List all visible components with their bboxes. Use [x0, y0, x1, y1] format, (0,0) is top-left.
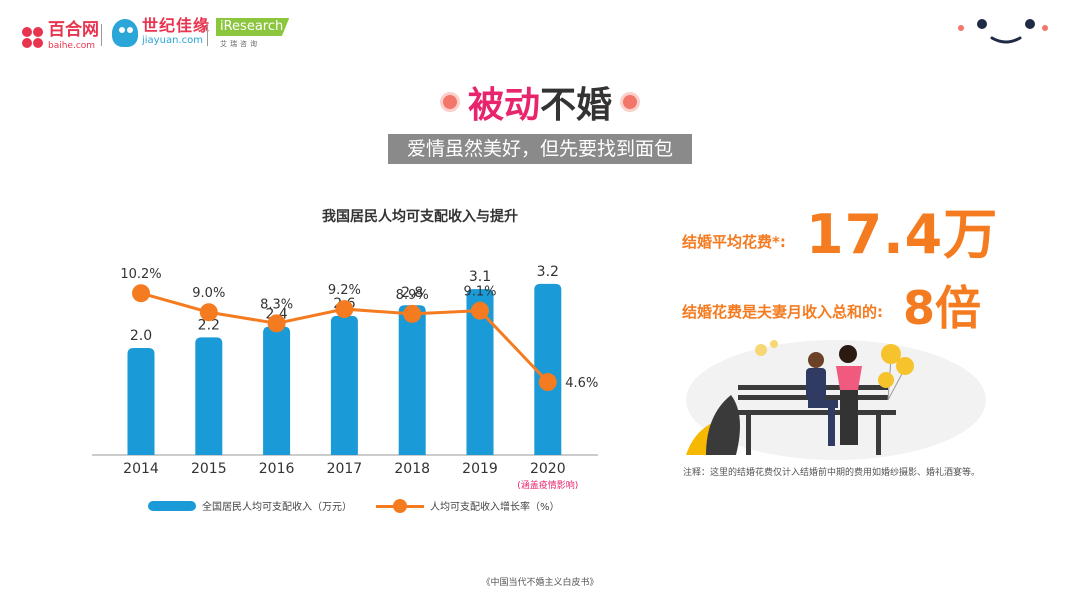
wedding-cost-label: 结婚平均花费*: — [682, 233, 786, 251]
iresearch-name: iResearch — [216, 18, 290, 36]
x-tick-label: 2017 — [327, 461, 363, 477]
page-title: 被动 不婚 — [0, 76, 1080, 128]
iresearch-logo: iResearch 艾瑞咨询 — [216, 15, 290, 49]
growth-point — [471, 301, 489, 320]
chart-legend: 全国居民人均可支配收入（万元） 人均可支配收入增长率（%） — [148, 498, 560, 513]
growth-point — [335, 300, 354, 319]
iresearch-sub: 艾瑞咨询 — [220, 40, 260, 48]
title-dot-left — [439, 92, 460, 112]
bar — [330, 315, 358, 455]
x-tick-label: 2019 — [462, 461, 498, 477]
source-footer: 《中国当代不婚主义白皮书》 — [481, 578, 599, 588]
x-tick-label: 2016 — [259, 461, 295, 477]
baihe-logo: 百合网 baihe.com — [22, 22, 99, 54]
bar-value-label: 2.0 — [130, 328, 152, 344]
jiayuan-logo: 世纪佳缘 jiayuan.com — [112, 18, 210, 48]
growth-value-label: 10.2% — [120, 267, 161, 282]
wedding-cost-value: 17.4万 — [806, 203, 999, 266]
bar — [398, 305, 426, 455]
growth-point — [199, 303, 218, 322]
growth-point — [267, 314, 286, 333]
growth-point — [132, 284, 150, 303]
bar — [263, 326, 291, 455]
x-tick-label: 2014 — [123, 461, 159, 477]
growth-value-label: 9.0% — [192, 286, 225, 301]
x-tick-label: 2015 — [191, 461, 227, 477]
bar — [466, 289, 494, 455]
bar-value-label: 3.2 — [537, 264, 559, 280]
bar — [534, 283, 562, 455]
growth-value-label: 8.3% — [260, 297, 293, 312]
growth-point — [403, 304, 422, 323]
couple-bench-illustration — [686, 340, 986, 460]
chart-title: 我国居民人均可支配收入与提升 — [322, 209, 518, 225]
title-part-a: 被动 — [467, 85, 540, 126]
smiley-face-icon — [958, 19, 1048, 44]
growth-value-label: 9.1% — [463, 285, 496, 300]
page-subtitle: 爱情虽然美好，但先要找到面包 — [388, 134, 692, 164]
x-tick-note: (涵盖疫情影响) — [517, 479, 578, 491]
bar-value-label: 2.2 — [198, 317, 220, 333]
growth-value-label: 9.2% — [328, 283, 361, 298]
growth-point — [538, 373, 557, 392]
growth-value-label: 8.9% — [396, 288, 429, 303]
legend-bar-swatch — [148, 500, 196, 511]
bar — [195, 337, 223, 455]
growth-value-label: 4.6% — [565, 376, 598, 391]
baihe-name: 百合网 — [48, 20, 99, 40]
cost-ratio-label: 结婚花费是夫妻月收入总和的: — [682, 303, 883, 321]
jiayuan-name: 世纪佳缘 — [142, 16, 211, 35]
legend-bar-label: 全国居民人均可支配收入（万元） — [202, 502, 352, 513]
title-part-b: 不婚 — [540, 85, 613, 126]
footnote: 注释：这里的结婚花费仅计入结婚前中期的费用如婚纱摄影、婚礼酒宴等。 — [683, 468, 981, 478]
x-tick-label: 2018 — [394, 461, 430, 477]
bar-value-label: 3.1 — [469, 269, 491, 285]
cost-ratio-value: 8倍 — [903, 281, 982, 335]
bar — [127, 348, 155, 455]
logo-divider — [207, 24, 208, 46]
jiayuan-mascot-icon — [112, 19, 138, 47]
logo-divider — [101, 24, 102, 46]
bar-value-label: 2.8 — [401, 285, 423, 301]
legend-line-label: 人均可支配收入增长率（%） — [430, 502, 560, 513]
jiayuan-url: jiayuan.com — [142, 35, 203, 46]
baihe-url: baihe.com — [48, 41, 96, 51]
baihe-heart-icon — [22, 27, 44, 49]
legend-line-swatch — [376, 498, 424, 513]
title-dot-right — [620, 92, 641, 112]
x-tick-label: 2020 — [530, 461, 566, 477]
